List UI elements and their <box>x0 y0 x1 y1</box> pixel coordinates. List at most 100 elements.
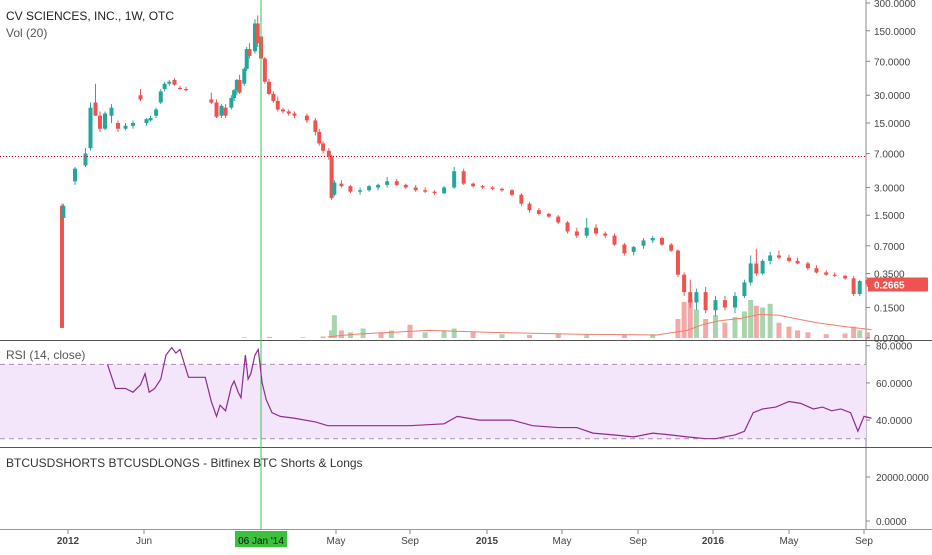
last-price-label: 0.2665 <box>874 280 905 291</box>
volume-bar <box>241 337 247 338</box>
candle-body <box>703 292 708 311</box>
candle-body <box>413 187 418 191</box>
candle-body <box>83 153 88 166</box>
rsi-axis-label: 40.0000 <box>876 416 913 427</box>
candle-body <box>682 274 687 293</box>
volume-bar <box>331 315 337 338</box>
rsi-axis-label: 80.0000 <box>876 342 913 353</box>
candle-body <box>252 23 257 52</box>
volume-bar <box>320 336 326 338</box>
volume-bar <box>864 332 870 338</box>
candle-body <box>432 191 437 194</box>
volume-bar <box>267 336 273 338</box>
candle-body <box>795 260 800 264</box>
candle-body <box>536 210 541 214</box>
candle-body <box>103 113 107 129</box>
volume-bar <box>786 326 792 338</box>
price-axis-label: 7.0000 <box>874 150 905 161</box>
candle-body <box>214 102 219 117</box>
candle-body <box>461 171 466 184</box>
candle-body <box>565 222 570 232</box>
volume-bar <box>388 330 394 338</box>
candle-body <box>219 105 224 116</box>
candle-body <box>138 95 143 100</box>
candle-body <box>722 300 727 308</box>
candle-body <box>237 79 242 93</box>
volume-bar <box>767 303 773 338</box>
candle-body <box>631 246 636 252</box>
candle-body <box>367 186 372 191</box>
last-price-badge <box>868 277 928 292</box>
candle-body <box>131 123 135 126</box>
candle-body <box>154 109 159 116</box>
volume-bar <box>681 301 687 338</box>
candle-body <box>280 109 285 112</box>
candle-body <box>255 23 260 44</box>
symbol-title: CV SCIENCES, INC., 1W, OTC <box>6 9 175 23</box>
rsi-line <box>106 346 872 440</box>
volume-bar <box>621 334 627 338</box>
candle-body <box>177 87 182 90</box>
candle-body <box>776 255 781 258</box>
candle-body <box>313 120 318 132</box>
candle-body <box>584 227 589 236</box>
volume-indicator-label[interactable]: Vol (20) <box>6 26 48 40</box>
candle-body <box>88 107 93 149</box>
candle-body <box>262 58 267 82</box>
volume-bar <box>378 332 384 338</box>
candle-body <box>688 292 693 303</box>
volume-bar <box>451 328 457 338</box>
candle-body <box>857 281 862 294</box>
candle-body <box>713 300 718 311</box>
volume-bar <box>713 315 719 338</box>
volume-bar <box>748 300 754 338</box>
crosshair-date-label: 06 Jan '14 <box>238 536 284 547</box>
price-axis-label: 0.7000 <box>874 242 905 253</box>
candle-body <box>394 181 399 185</box>
candle-body <box>209 99 214 103</box>
candle-body <box>832 274 837 276</box>
candle-body <box>358 190 363 192</box>
volume-bar <box>693 309 699 338</box>
candle-body <box>93 102 98 116</box>
time-axis-label: May <box>553 536 572 547</box>
volume-bar <box>760 307 766 338</box>
candle-body <box>275 100 280 110</box>
rsi-indicator-label[interactable]: RSI (14, close) <box>6 348 86 362</box>
candle-body <box>442 187 447 194</box>
candle-body <box>622 244 627 254</box>
candle-body <box>490 187 495 189</box>
volume-ma-line <box>327 313 872 338</box>
volume-bar <box>329 330 335 338</box>
price-axis-label: 30.0000 <box>874 91 911 102</box>
candle-body <box>304 115 309 121</box>
candle-body <box>144 119 149 124</box>
candle-body <box>148 117 153 121</box>
candle-body <box>768 255 773 261</box>
volume-bar <box>722 322 728 338</box>
candle-body <box>271 93 276 101</box>
candle-body <box>675 250 680 275</box>
volume-bar <box>732 317 738 338</box>
candle-body <box>641 240 646 246</box>
candle-body <box>480 186 485 188</box>
shorts-longs-indicator-label[interactable]: BTCUSDSHORTS BTCUSDLONGS - Bitfinex BTC … <box>6 456 363 470</box>
volume-bar <box>805 332 811 338</box>
candle-body <box>603 233 608 236</box>
candle-body <box>519 194 524 204</box>
volume-bar <box>753 305 759 338</box>
volume-bar <box>470 332 476 338</box>
candle-body <box>329 156 334 199</box>
volume-bar <box>687 300 693 338</box>
candle-body <box>851 278 856 294</box>
candle-body <box>348 186 353 192</box>
shorts-axis-label: 0.0000 <box>876 517 907 528</box>
rsi-band <box>0 364 866 439</box>
candle-body <box>423 190 428 192</box>
price-axis-label: 1.5000 <box>874 211 905 222</box>
candle-body <box>286 111 291 114</box>
volume-bar <box>338 330 344 338</box>
candle-body <box>232 90 237 98</box>
